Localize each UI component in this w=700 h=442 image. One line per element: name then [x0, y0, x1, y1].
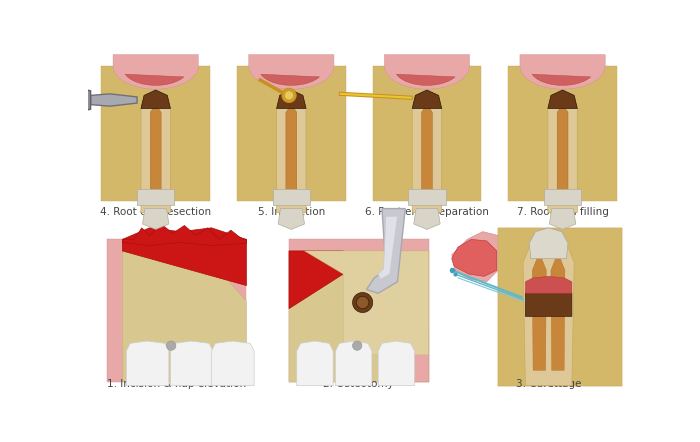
- Polygon shape: [523, 236, 574, 386]
- Polygon shape: [367, 209, 405, 293]
- Polygon shape: [452, 240, 497, 276]
- Bar: [508, 66, 617, 201]
- Bar: [289, 240, 428, 382]
- Circle shape: [356, 296, 369, 309]
- Polygon shape: [382, 324, 428, 382]
- Polygon shape: [297, 341, 333, 386]
- Polygon shape: [276, 90, 306, 108]
- Text: 7. Root and filling: 7. Root and filling: [517, 207, 608, 217]
- Polygon shape: [276, 91, 306, 213]
- Polygon shape: [286, 105, 297, 205]
- Polygon shape: [421, 105, 433, 205]
- Polygon shape: [122, 224, 246, 246]
- Polygon shape: [141, 90, 170, 108]
- Polygon shape: [289, 251, 428, 382]
- Polygon shape: [396, 74, 455, 85]
- Polygon shape: [532, 74, 591, 85]
- Text: 4. Root end resection: 4. Root end resection: [100, 207, 211, 217]
- Polygon shape: [384, 54, 470, 89]
- Polygon shape: [90, 94, 137, 106]
- Polygon shape: [412, 90, 442, 108]
- Circle shape: [284, 91, 294, 100]
- Bar: [498, 228, 622, 386]
- Bar: [372, 66, 481, 201]
- Text: 6. Root end preparation: 6. Root end preparation: [365, 207, 489, 217]
- Polygon shape: [125, 74, 184, 85]
- Polygon shape: [113, 54, 198, 89]
- Polygon shape: [126, 341, 169, 386]
- Bar: [544, 189, 581, 205]
- Bar: [107, 240, 246, 382]
- Polygon shape: [551, 259, 565, 370]
- Polygon shape: [412, 91, 442, 213]
- Polygon shape: [414, 209, 440, 229]
- Polygon shape: [452, 232, 498, 282]
- Polygon shape: [550, 209, 575, 229]
- Polygon shape: [278, 209, 304, 229]
- Polygon shape: [378, 341, 414, 386]
- Bar: [498, 228, 622, 386]
- Text: 5. Inspection: 5. Inspection: [258, 207, 325, 217]
- Polygon shape: [304, 251, 428, 355]
- Text: 3. Curettage: 3. Curettage: [516, 379, 581, 389]
- Polygon shape: [548, 90, 578, 108]
- Polygon shape: [548, 91, 578, 213]
- Polygon shape: [526, 283, 572, 316]
- Polygon shape: [260, 74, 319, 85]
- Polygon shape: [64, 88, 90, 112]
- Polygon shape: [557, 105, 568, 205]
- Polygon shape: [143, 209, 169, 229]
- Polygon shape: [520, 54, 606, 89]
- Circle shape: [282, 88, 296, 102]
- Polygon shape: [122, 228, 246, 286]
- Circle shape: [353, 341, 362, 350]
- Polygon shape: [170, 341, 213, 386]
- Polygon shape: [211, 341, 254, 386]
- Bar: [408, 189, 446, 205]
- Polygon shape: [378, 216, 398, 279]
- Polygon shape: [526, 276, 572, 293]
- Polygon shape: [122, 251, 246, 382]
- Polygon shape: [335, 341, 372, 386]
- Text: 2. Osteotomy: 2. Osteotomy: [323, 379, 394, 389]
- Bar: [102, 66, 210, 201]
- Polygon shape: [533, 259, 546, 370]
- Polygon shape: [529, 228, 568, 259]
- Bar: [137, 189, 174, 205]
- Polygon shape: [248, 54, 334, 89]
- Text: 1. Incision & flap elevation: 1. Incision & flap elevation: [107, 379, 246, 389]
- Bar: [237, 66, 346, 201]
- Polygon shape: [150, 105, 161, 205]
- Polygon shape: [289, 251, 343, 309]
- Circle shape: [167, 341, 176, 350]
- Circle shape: [353, 293, 372, 312]
- Polygon shape: [141, 91, 170, 213]
- Bar: [273, 189, 310, 205]
